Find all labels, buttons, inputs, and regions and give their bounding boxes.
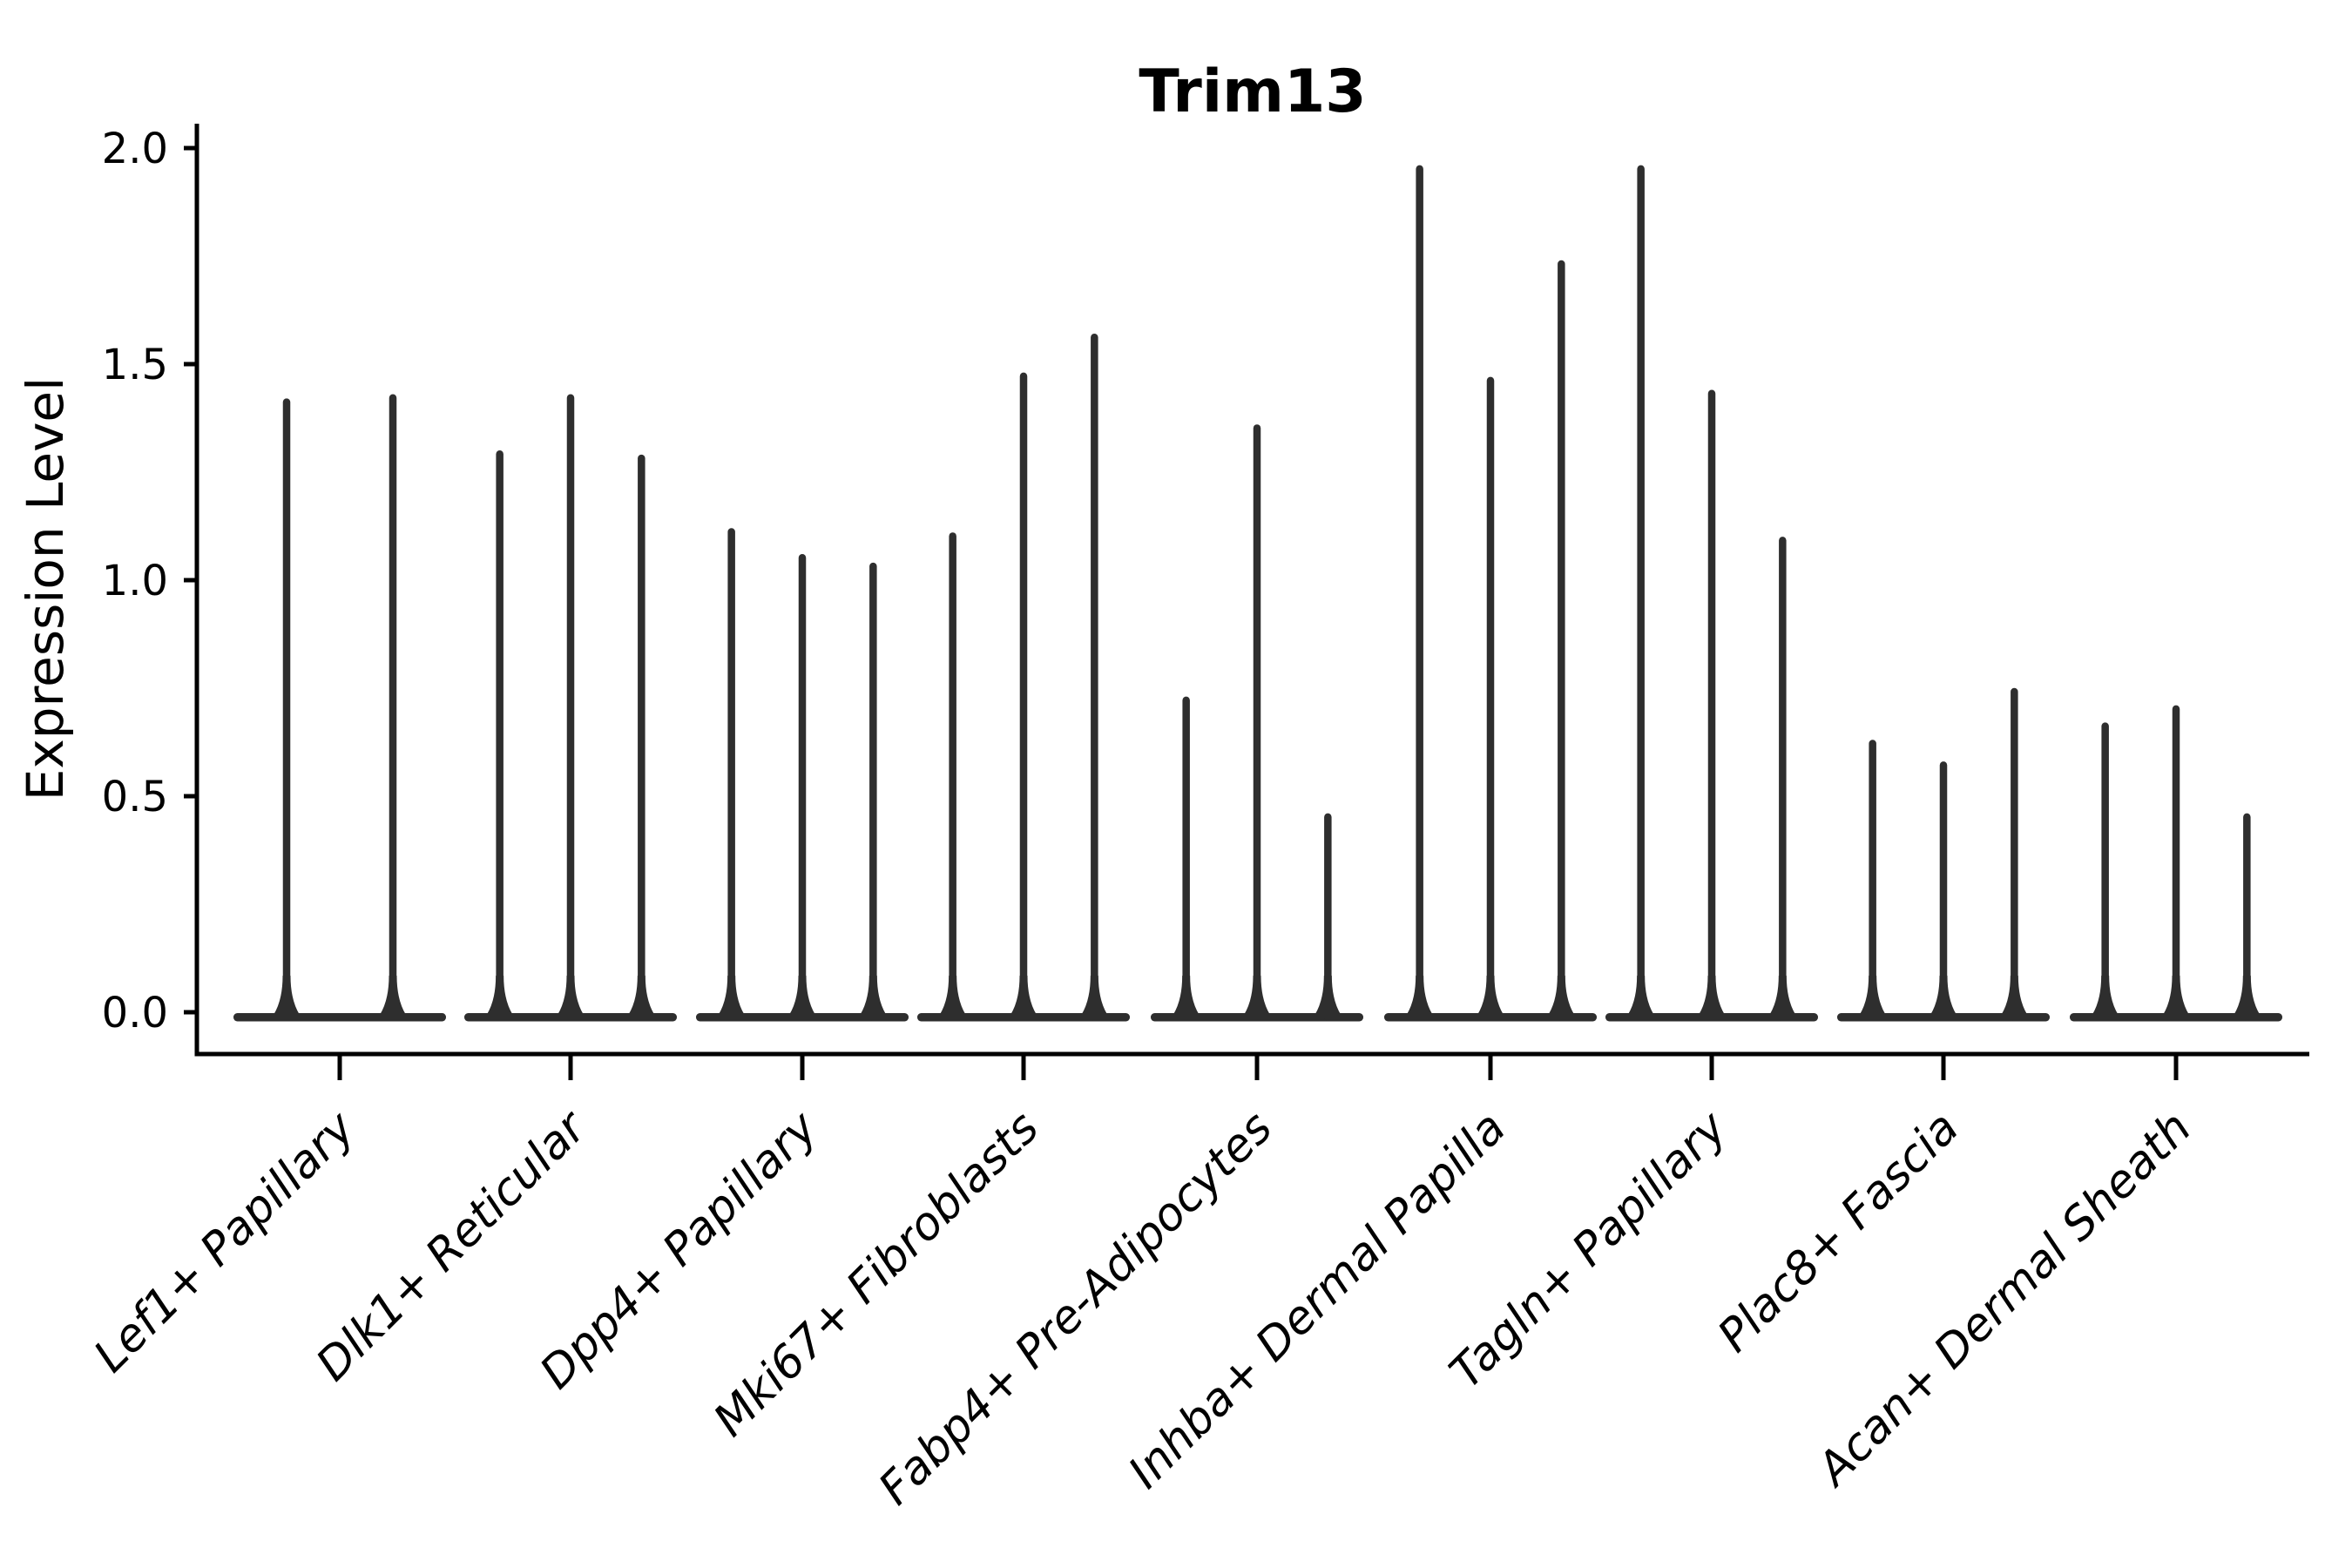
- chart-title: Trim13: [1139, 57, 1366, 126]
- y-tick-label: 2.0: [102, 125, 168, 173]
- x-category-label: Fabp4+ Pre-Adipocytes: [869, 1102, 1283, 1516]
- x-category-label: Inhba+ Dermal Papilla: [1119, 1102, 1516, 1499]
- y-axis-label: Expression Level: [16, 377, 75, 801]
- y-tick-label: 0.0: [102, 989, 168, 1037]
- y-tick-label: 1.5: [102, 341, 168, 389]
- y-tick-label: 1.0: [102, 557, 168, 605]
- x-category-label: Acan+ Dermal Sheath: [1806, 1102, 2201, 1497]
- violin-base-0: [233, 1013, 446, 1022]
- y-tick-label: 0.5: [102, 773, 168, 821]
- x-category-label: Plac8+ Fascia: [1708, 1102, 1969, 1362]
